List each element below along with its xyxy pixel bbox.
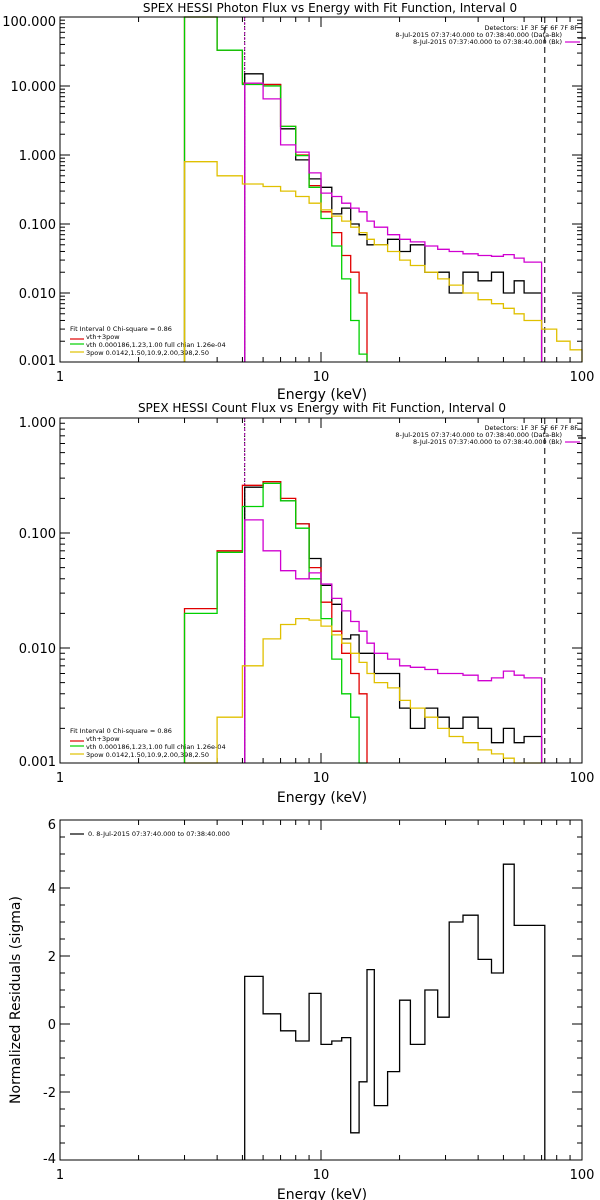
count-flux-legend-left-0: Fit Interval 0 Chi-square = 0.86 bbox=[70, 727, 172, 735]
count-flux-legend-right-2: 8-Jul-2015 07:37:40.000 to 07:38:40.000 … bbox=[413, 438, 562, 446]
photon-flux-xtick-label: 1 bbox=[56, 370, 64, 385]
photon-flux-panel: SPEX HESSI Photon Flux vs Energy with Fi… bbox=[70, 1, 586, 403]
residuals-xtick-label: 1 bbox=[56, 1168, 64, 1183]
count-flux-legend-left-2: vth 0.000186,1.23,1.00 full chian 1.26e-… bbox=[86, 743, 226, 751]
photon-flux-ytick-label: 0.100 bbox=[19, 218, 56, 233]
photon-flux-ytick-label: 0.010 bbox=[19, 287, 56, 302]
count-flux-ytick-label: 1.000 bbox=[19, 416, 56, 431]
count-flux-legend-left-1: vth+3pow bbox=[86, 735, 120, 743]
residuals-ytick-label: -2 bbox=[43, 1086, 56, 1101]
count-flux-title: SPEX HESSI Count Flux vs Energy with Fit… bbox=[138, 401, 506, 415]
count-flux-legend-right-0: Detectors: 1F 3F 5F 6F 7F 8F bbox=[484, 424, 578, 432]
residuals-xlabel: Energy (keV) bbox=[277, 1187, 367, 1200]
count-flux-xtick-label: 100 bbox=[570, 771, 595, 786]
count-flux-series-2 bbox=[183, 482, 367, 764]
count-flux-series-4 bbox=[184, 617, 542, 764]
photon-flux-series-4 bbox=[183, 161, 583, 362]
count-flux-frame bbox=[59, 417, 583, 764]
photon-flux-ytick-label: 10.000 bbox=[11, 80, 57, 95]
residuals-ytick-label: 2 bbox=[48, 950, 56, 965]
photon-flux-plot: 1 10 100 0.001 0.010 0.100 1.000 10.000 100.000 bbox=[2, 15, 594, 385]
count-flux-legend-right-1: 8-Jul-2015 07:37:40.000 to 07:38:40.000 … bbox=[395, 431, 562, 439]
photon-flux-xtick-label: 100 bbox=[570, 370, 595, 385]
residuals-panel: Normalized Residuals (sigma) Energy (keV… bbox=[8, 830, 367, 1200]
count-flux-ytick-label: 0.010 bbox=[19, 642, 56, 657]
photon-flux-xtick-label: 10 bbox=[313, 370, 330, 385]
residuals-legend-left-0: 0. 8-Jul-2015 07:37:40.000 to 07:38:40.0… bbox=[88, 830, 230, 838]
residuals-ytick-label: 6 bbox=[48, 818, 56, 833]
photon-flux-legend-left-1: vth+3pow bbox=[86, 333, 120, 341]
photon-flux-legend-right-2: 8-Jul-2015 07:37:40.000 to 07:38:40.000 … bbox=[413, 38, 562, 46]
photon-flux-legend-left-3: 3pow 0.0142,1.50,10.9,2.00,398,2.50 bbox=[86, 349, 209, 357]
count-flux-xlabel: Energy (keV) bbox=[277, 790, 367, 806]
photon-flux-legend-right-1: 8-Jul-2015 07:37:40.000 to 07:38:40.000 … bbox=[395, 31, 562, 39]
count-flux-legend-left-3: 3pow 0.0142,1.50,10.9,2.00,398,2.50 bbox=[86, 751, 209, 759]
count-flux-xtick-label: 10 bbox=[313, 771, 330, 786]
residuals-xtick-label: 100 bbox=[570, 1168, 595, 1183]
photon-flux-legend-right-0: Detectors: 1F 3F 5F 6F 7F 8F bbox=[484, 24, 578, 32]
photon-flux-legend-left-0: Fit Interval 0 Chi-square = 0.86 bbox=[70, 325, 172, 333]
count-flux-xtick-label: 1 bbox=[56, 771, 64, 786]
photon-flux-ytick-label: 100.000 bbox=[2, 15, 56, 30]
photon-flux-ytick-label: 1.000 bbox=[19, 149, 56, 164]
photon-flux-series-3 bbox=[244, 82, 543, 362]
photon-flux-ytick-label: 0.001 bbox=[19, 354, 56, 369]
count-flux-ytick-label: 0.001 bbox=[19, 755, 56, 770]
photon-flux-series-0 bbox=[244, 73, 543, 362]
count-flux-ytick-label: 0.100 bbox=[19, 527, 56, 542]
count-flux-plot: 1 10 100 0.001 0.010 0.100 1.000 bbox=[19, 416, 595, 786]
count-flux-series-3 bbox=[244, 519, 543, 763]
photon-flux-xlabel: Energy (keV) bbox=[277, 387, 367, 403]
residuals-ytick-label: 4 bbox=[48, 882, 56, 897]
residuals-ylabel: Normalized Residuals (sigma) bbox=[8, 896, 24, 1104]
residuals-frame bbox=[59, 819, 583, 1161]
photon-flux-frame bbox=[59, 16, 583, 363]
residuals-xtick-label: 10 bbox=[313, 1168, 330, 1183]
photon-flux-legend-left-2: vth 0.000186,1.23,1.00 full chian 1.26e-… bbox=[86, 341, 226, 349]
residuals-series-0 bbox=[244, 863, 546, 1160]
residuals-ytick-label: 0 bbox=[48, 1018, 56, 1033]
count-flux-panel: SPEX HESSI Count Flux vs Energy with Fit… bbox=[70, 401, 586, 806]
residuals-ytick-label: -4 bbox=[43, 1152, 56, 1167]
photon-flux-title: SPEX HESSI Photon Flux vs Energy with Fi… bbox=[143, 1, 517, 15]
residuals-plot: 1 10 100 -4 -2 0 2 4 6 bbox=[43, 818, 594, 1183]
